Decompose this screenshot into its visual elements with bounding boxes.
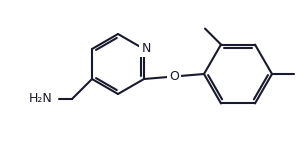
Text: O: O <box>169 70 179 83</box>
Text: H₂N: H₂N <box>28 93 52 106</box>
Text: N: N <box>141 42 151 55</box>
